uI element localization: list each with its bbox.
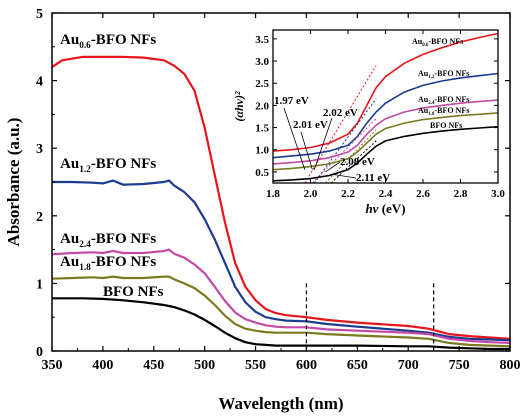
- inset-series-line-4: [272, 125, 499, 182]
- main-series-label-1-rest: -BFO NFs: [91, 156, 157, 172]
- main-series-label-0: Au0.6-BFO NFs: [60, 32, 156, 51]
- inset-series-line-2: [272, 99, 499, 165]
- main-series-label-4: BFO NFs: [103, 284, 164, 300]
- x-tick-label-5: 600: [296, 358, 317, 373]
- series-line-4: [52, 297, 510, 351]
- inset-series-label-1-base: Au: [418, 69, 429, 78]
- x-tick-label-3: 500: [194, 358, 215, 373]
- band-gap-arrow-1: [313, 117, 333, 170]
- band-gap-arrow-0: [283, 107, 306, 170]
- inset-x-tick-label-4: 2.6: [416, 188, 430, 200]
- inset-series-label-0-rest: -BFO NFs: [428, 37, 463, 46]
- inset-series-label-2-sub: 2.4: [428, 101, 435, 106]
- inset-x-tick-label-3: 2.4: [379, 188, 393, 200]
- inset-x-tick-label-5: 2.8: [454, 188, 468, 200]
- inset-series-label-1-sub: 1.2: [428, 75, 435, 80]
- inset-series-label-1: Au1.2-BFO NFs: [418, 69, 469, 80]
- inset-tangent-0: [304, 65, 377, 184]
- inset-series-label-3: Au1.8-BFO NFs: [418, 106, 469, 117]
- main-series-label-3-sub: 1.8: [79, 263, 91, 273]
- main-series-label-3-rest: -BFO NFs: [91, 254, 157, 270]
- inset-y-tick-label-6: 3.5: [255, 34, 269, 46]
- inset-series-line-0: [272, 32, 499, 152]
- inset-series-label-4: BFO NFs: [430, 121, 462, 130]
- inset-series-line-3: [272, 112, 499, 171]
- main-series-label-0-rest: -BFO NFs: [91, 32, 157, 48]
- x-axis-title: Wavelength (nm): [218, 394, 343, 413]
- inset-background: [273, 30, 498, 183]
- main-series-label-1: Au1.2-BFO NFs: [60, 156, 156, 175]
- series-line-3: [51, 275, 511, 348]
- inset-x-tick-label-2: 2.2: [341, 188, 355, 200]
- inset-y-tick-label-4: 2.5: [255, 78, 269, 90]
- series-line-0: [51, 55, 511, 340]
- series-line-2: [51, 248, 511, 344]
- main-series-label-2-sub: 2.4: [79, 240, 91, 250]
- inset-y-axis-title: (αhν)²: [232, 91, 246, 122]
- inset-series-label-2-rest: -BFO NFs: [434, 95, 469, 104]
- band-gap-arrow-3: [325, 161, 341, 173]
- main-series-label-4-base: BFO NFs: [103, 284, 164, 300]
- band-gap-label-3: 2.08 eV: [340, 156, 375, 168]
- band-gap-label-0: 1.97 eV: [274, 95, 309, 107]
- main-series-label-2: Au2.4-BFO NFs: [60, 231, 156, 250]
- inset-x-axis-title-italic: hν: [365, 201, 378, 216]
- y-tick-label-5: 5: [36, 7, 43, 22]
- y-axis-title: Absorbance (a.u.): [4, 118, 23, 247]
- inset-tangent-1: [313, 98, 377, 184]
- inset-series-label-1-rest: -BFO NFs: [434, 69, 469, 78]
- band-gap-label-2: 2.01 eV: [293, 119, 328, 131]
- inset-series-label-2-base: Au: [418, 95, 429, 104]
- inset-series-label-3-rest: -BFO NFs: [434, 106, 469, 115]
- inset-x-tick-label-6: 3.0: [491, 188, 505, 200]
- y-tick-label-0: 0: [36, 345, 43, 360]
- inset-x-tick-label-0: 1.8: [266, 188, 280, 200]
- main-series-label-1-sub: 1.2: [79, 165, 91, 175]
- y-tick-label-4: 4: [36, 75, 43, 90]
- main-series-label-0-base: Au: [60, 32, 79, 48]
- inset-y-tick-label-5: 3.0: [255, 56, 269, 68]
- x-tick-label-0: 350: [42, 358, 63, 373]
- inset-series-label-0-sub: 0.6: [422, 43, 429, 48]
- inset-series-line-1: [272, 72, 499, 159]
- main-series-label-2-rest: -BFO NFs: [91, 231, 157, 247]
- main-series-label-0-sub: 0.6: [79, 41, 91, 51]
- inset-y-tick-label-1: 1.0: [255, 145, 269, 157]
- inset-series-label-2: Au2.4-BFO NFs: [418, 95, 469, 106]
- inset-y-tick-label-3: 2.0: [255, 100, 269, 112]
- inset-y-tick-label-0: 0.5: [255, 167, 269, 179]
- band-gap-label-4: 2.11 eV: [356, 172, 390, 184]
- x-tick-label-1: 400: [92, 358, 113, 373]
- x-tick-label-9: 800: [500, 358, 521, 373]
- main-series-label-2-base: Au: [60, 231, 79, 247]
- x-tick-label-7: 700: [398, 358, 419, 373]
- x-tick-label-6: 650: [347, 358, 368, 373]
- inset-tangent-2: [312, 118, 377, 184]
- y-tick-label-2: 2: [36, 210, 43, 225]
- main-series-label-3-base: Au: [60, 254, 79, 270]
- band-gap-label-1: 2.02 eV: [323, 107, 358, 119]
- main-series-label-3: Au1.8-BFO NFs: [60, 254, 156, 273]
- main-series-label-1-base: Au: [60, 156, 79, 172]
- inset-series-label-0-base: Au: [412, 37, 423, 46]
- x-tick-label-8: 750: [449, 358, 470, 373]
- y-tick-label-1: 1: [36, 277, 43, 292]
- band-gap-arrow-2: [300, 131, 313, 170]
- inset-y-tick-label-2: 1.5: [255, 123, 269, 135]
- main-plot: 350 400 450 500 550 600 650 700 750 800 0 1 2 3 4 5 Wave…: [4, 7, 521, 413]
- x-tick-label-2: 450: [143, 358, 164, 373]
- inset-x-tick-label-1: 2.0: [304, 188, 318, 200]
- inset-x-axis-title: hν (eV): [365, 201, 405, 216]
- inset-x-axis-title-unit: (eV): [378, 201, 405, 216]
- inset-plot: 1.8 2.0 2.2 2.4 2.6 2.8 3.0 0.5 1.0 1.5 2.0 2.5 3.0 3…: [232, 29, 505, 216]
- inset-series-label-3-base: Au: [418, 106, 429, 115]
- band-gap-arrow-4: [331, 173, 357, 179]
- inset-series-label-3-sub: 1.8: [428, 112, 435, 117]
- inset-series-label-0: Au0.6-BFO NFs: [412, 37, 463, 48]
- inset-series-label-4-base: BFO NFs: [430, 121, 462, 130]
- x-tick-label-4: 550: [245, 358, 266, 373]
- series-line-1: [52, 179, 511, 342]
- y-tick-label-3: 3: [36, 142, 43, 157]
